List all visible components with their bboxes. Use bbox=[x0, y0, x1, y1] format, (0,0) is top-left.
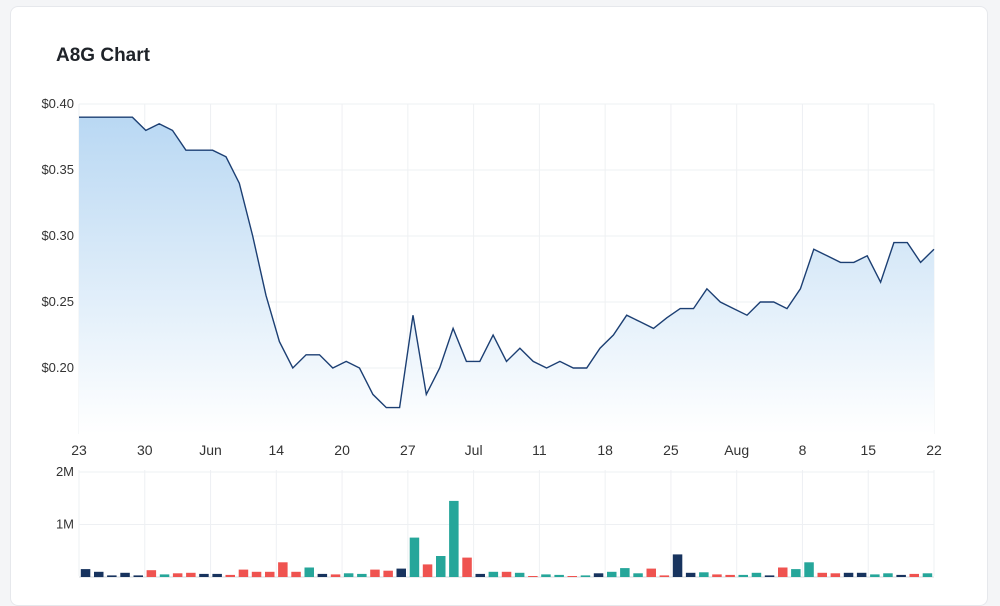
volume-bar bbox=[475, 573, 485, 577]
volume-bar bbox=[514, 572, 525, 577]
volume-bar bbox=[764, 575, 775, 577]
volume-bars bbox=[80, 500, 933, 578]
price-x-tick-label: 11 bbox=[532, 442, 547, 458]
volume-bar bbox=[343, 573, 354, 577]
volume-bar bbox=[462, 557, 472, 577]
price-x-tick-label: 18 bbox=[597, 442, 613, 458]
volume-bar bbox=[146, 570, 157, 577]
volume-bar bbox=[909, 573, 919, 577]
volume-bar bbox=[449, 500, 459, 577]
volume-bar bbox=[659, 575, 670, 577]
volume-y-axis: 2M 1M bbox=[56, 464, 74, 532]
price-x-tick-label: Aug bbox=[724, 442, 749, 458]
volume-bar bbox=[396, 568, 406, 577]
price-x-tick-label: 14 bbox=[269, 442, 285, 458]
volume-bar bbox=[251, 571, 262, 578]
volume-bar bbox=[712, 574, 722, 577]
volume-bar bbox=[238, 569, 249, 577]
volume-bar bbox=[357, 573, 367, 577]
volume-bar bbox=[225, 574, 235, 577]
volume-bar bbox=[528, 576, 538, 577]
volume-bar bbox=[567, 576, 577, 577]
volume-bar bbox=[501, 571, 512, 578]
volume-bar bbox=[646, 568, 656, 577]
volume-bar bbox=[620, 568, 630, 577]
volume-bar bbox=[541, 574, 551, 577]
volume-bar bbox=[778, 567, 788, 577]
volume-y-tick-label: 1M bbox=[56, 517, 74, 532]
price-y-tick-label: $0.30 bbox=[41, 228, 74, 243]
volume-bar bbox=[580, 575, 591, 577]
volume-bar bbox=[133, 575, 143, 577]
price-y-tick-label: $0.40 bbox=[41, 96, 74, 111]
price-x-tick-label: 25 bbox=[663, 442, 679, 458]
volume-bar bbox=[830, 573, 841, 577]
volume-bar bbox=[883, 573, 893, 577]
volume-bar bbox=[804, 562, 814, 577]
volume-bar bbox=[409, 537, 420, 577]
volume-bar bbox=[488, 571, 499, 578]
price-x-tick-label: 20 bbox=[334, 442, 350, 458]
volume-bar bbox=[607, 571, 617, 578]
volume-bar bbox=[186, 572, 196, 577]
volume-bar bbox=[172, 573, 183, 577]
volume-bar bbox=[856, 572, 867, 577]
volume-bar bbox=[554, 574, 564, 577]
price-area bbox=[79, 117, 934, 434]
volume-bar bbox=[791, 569, 801, 577]
volume-bar bbox=[304, 567, 314, 577]
volume-bar bbox=[291, 571, 301, 578]
volume-bar bbox=[896, 574, 906, 577]
volume-bar bbox=[843, 572, 854, 577]
price-x-tick-label: 23 bbox=[71, 442, 87, 458]
price-line bbox=[79, 116, 935, 409]
volume-bar bbox=[212, 573, 222, 577]
price-x-tick-label: 15 bbox=[860, 442, 876, 458]
volume-bar bbox=[870, 574, 880, 577]
volume-bar bbox=[330, 574, 341, 577]
volume-bar bbox=[922, 573, 933, 577]
volume-bar bbox=[685, 572, 696, 577]
price-y-tick-label: $0.20 bbox=[41, 360, 74, 375]
volume-bar bbox=[120, 572, 130, 577]
volume-bar bbox=[725, 574, 735, 577]
volume-bar bbox=[738, 574, 748, 577]
volume-bar bbox=[317, 573, 328, 577]
volume-bar bbox=[633, 573, 643, 577]
volume-bar bbox=[422, 564, 433, 577]
volume-bar bbox=[436, 556, 446, 577]
price-x-tick-label: 8 bbox=[799, 442, 807, 458]
volume-y-tick-label: 2M bbox=[56, 464, 74, 479]
price-x-tick-label: 30 bbox=[137, 442, 153, 458]
volume-bar bbox=[80, 569, 91, 577]
volume-bar bbox=[265, 571, 275, 578]
price-x-tick-label: 27 bbox=[400, 442, 416, 458]
volume-bar bbox=[699, 572, 709, 577]
volume-bar bbox=[593, 573, 604, 577]
price-x-tick-label: Jun bbox=[199, 442, 222, 458]
volume-bar bbox=[817, 572, 827, 577]
price-y-tick-label: $0.25 bbox=[41, 294, 74, 309]
volume-grid bbox=[79, 471, 934, 578]
volume-bar bbox=[107, 575, 117, 577]
volume-bar bbox=[383, 570, 393, 577]
price-y-tick-label: $0.35 bbox=[41, 162, 74, 177]
volume-bar bbox=[672, 554, 683, 577]
price-y-axis: $0.40 $0.35 $0.30 $0.25 $0.20 bbox=[41, 96, 74, 375]
price-x-tick-label: Jul bbox=[465, 442, 483, 458]
volume-bar bbox=[751, 572, 762, 577]
volume-bar bbox=[370, 569, 380, 577]
price-x-axis: 23 30 Jun 14 20 27 Jul 11 18 25 Aug 8 15 22 bbox=[71, 442, 942, 458]
volume-bar bbox=[94, 571, 104, 578]
volume-bar bbox=[159, 574, 170, 577]
price-x-tick-label: 22 bbox=[926, 442, 942, 458]
volume-bar bbox=[199, 573, 209, 577]
chart-title: A8G Chart bbox=[56, 45, 150, 66]
volume-bar bbox=[278, 562, 288, 577]
